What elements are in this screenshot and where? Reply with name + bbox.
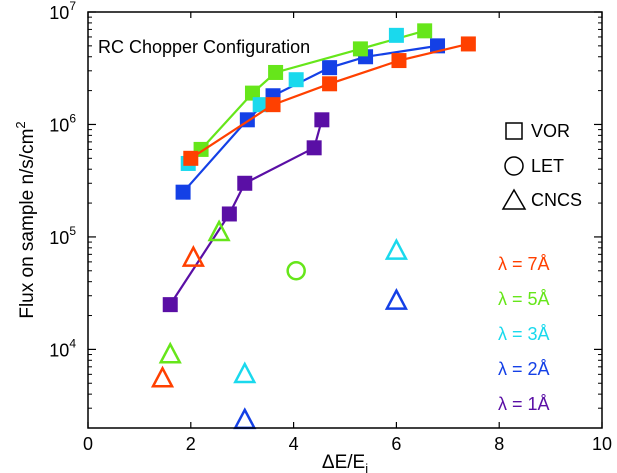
data-point-triangle [158, 341, 182, 364]
data-point-square [288, 72, 304, 88]
data-point-square [417, 23, 433, 39]
legend-wavelength-1: λ = 1Å [498, 394, 550, 414]
series-cncs-lambda-7 [150, 245, 205, 388]
data-point-triangle [384, 238, 408, 260]
data-point-triangle [150, 365, 175, 388]
series-cncs-lambda-5 [158, 219, 231, 364]
data-point-square [388, 27, 404, 43]
data-point-square [265, 97, 281, 113]
data-point-square [306, 140, 322, 156]
wavelength-legend: λ = 7Å λ = 5Å λ = 3Å λ = 2Å λ = 1Å [498, 254, 550, 414]
legend-wavelength-7: λ = 7Å [498, 254, 550, 274]
y-axis-label: Flux on sample n/s/cm2 [13, 121, 38, 318]
data-point-square [322, 60, 338, 76]
plot-marks [150, 23, 476, 430]
data-point-square [237, 175, 253, 191]
data-point-square [460, 36, 476, 52]
legend-label: VOR [531, 121, 570, 141]
y-axis-label-superscript: 2 [13, 121, 28, 128]
x-axis-label-subscript: i [365, 461, 368, 473]
instrument-legend: VOR LET CNCS [501, 121, 582, 210]
data-point-square [391, 53, 407, 69]
y-tick-label: 107 [49, 0, 76, 23]
data-point-square [268, 64, 284, 80]
data-point-circle [286, 261, 306, 281]
legend-wavelength-5: λ = 5Å [498, 289, 550, 309]
data-point-square [252, 97, 268, 113]
legend-marker-triangle [501, 188, 527, 210]
legend-label: LET [531, 156, 564, 176]
data-point-triangle [233, 407, 257, 430]
series-vor-lambda-5 [193, 23, 433, 157]
series-vor-lambda-7 [183, 36, 476, 166]
data-point-triangle [207, 219, 231, 242]
legend-item-vor: VOR [505, 121, 570, 141]
x-tick-label: 10 [592, 434, 612, 454]
chart-title: RC Chopper Configuration [98, 37, 310, 57]
x-tick-label: 4 [289, 434, 299, 454]
x-tick-label: 0 [83, 434, 93, 454]
series-let-lambda-5 [286, 261, 306, 281]
data-point-square [221, 206, 237, 222]
series-vor-lambda-3 [180, 27, 404, 171]
legend-wavelength-3: λ = 3Å [498, 324, 550, 344]
plot-frame [87, 11, 603, 429]
x-axis-label: ΔE/Ei [322, 452, 368, 473]
data-point-square [244, 85, 260, 101]
x-tick-label: 2 [186, 434, 196, 454]
y-tick-label: 106 [49, 111, 76, 135]
legend-item-cncs: CNCS [501, 188, 582, 210]
series-line [169, 119, 323, 306]
data-point-square [352, 41, 368, 57]
data-point-triangle [384, 287, 408, 310]
legend-marker-circle [504, 156, 524, 176]
data-point-triangle [181, 245, 205, 267]
x-axis-label-main: ΔE/E [322, 452, 365, 473]
data-point-triangle [233, 361, 257, 384]
data-point-square [175, 184, 191, 200]
x-tick-label: 6 [391, 434, 401, 454]
y-axis-label-main: Flux on sample n/s/cm [17, 129, 38, 319]
series-cncs-lambda-2 [233, 287, 408, 430]
data-point-square [183, 150, 199, 166]
legend-label: CNCS [531, 190, 582, 210]
data-point-square [314, 112, 330, 128]
legend-wavelength-2: λ = 2Å [498, 359, 550, 379]
y-tick-label: 105 [49, 224, 76, 248]
legend-marker-square [505, 122, 523, 140]
legend-item-let: LET [504, 156, 564, 176]
y-tick-label: 104 [49, 336, 76, 360]
x-tick-label: 8 [494, 434, 504, 454]
data-point-square [322, 76, 338, 92]
series-vor-lambda-1 [162, 112, 330, 313]
data-point-square [162, 297, 178, 313]
series-cncs-lambda-3 [233, 238, 408, 384]
axis-ticks: 0 2 4 6 8 10 104 105 106 107 [49, 0, 612, 454]
